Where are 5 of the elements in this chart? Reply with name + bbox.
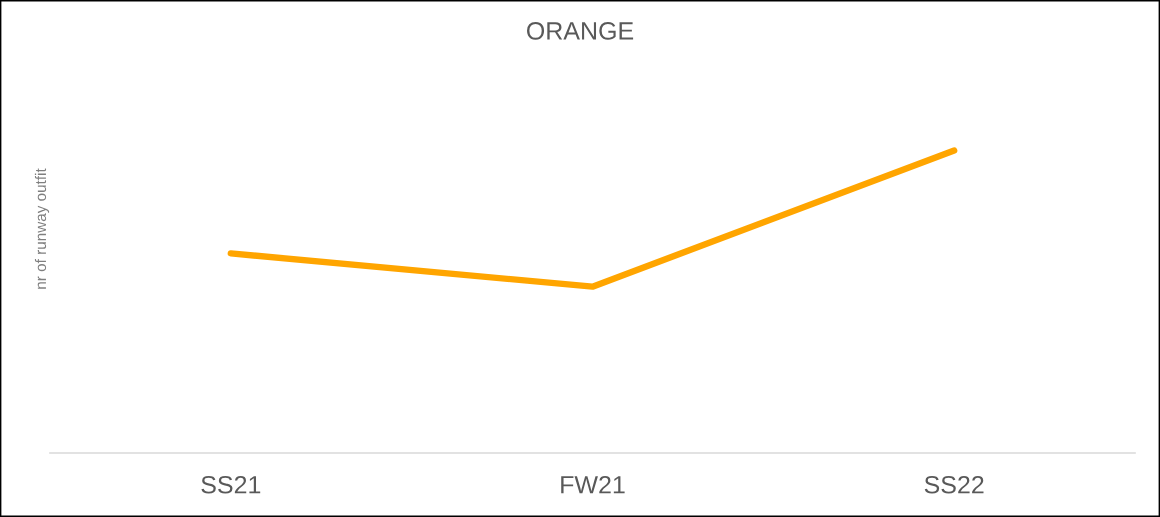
x-tick-label: SS21 <box>201 475 261 494</box>
x-tick-label: FW21 <box>561 475 625 494</box>
x-tick-label: SS22 <box>924 475 984 494</box>
y-axis-title: nr of runway outfit <box>34 168 50 289</box>
chart-title: ORANGE <box>527 22 634 40</box>
